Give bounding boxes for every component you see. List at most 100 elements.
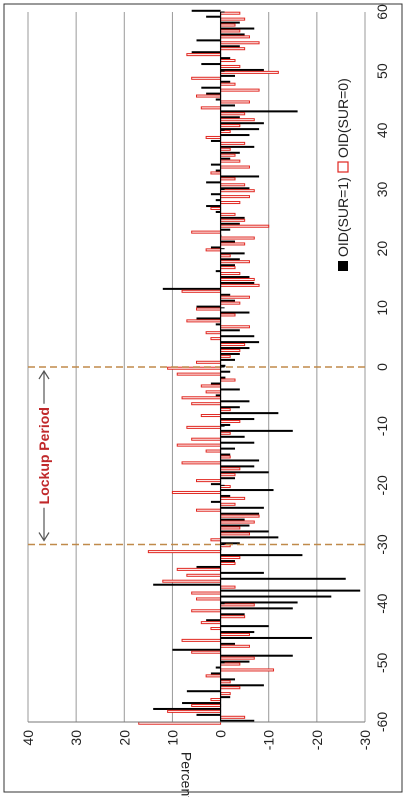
bar-sur1 <box>220 157 231 160</box>
bar-sur0 <box>220 473 236 477</box>
bar-sur1 <box>220 447 236 450</box>
bar-sur1 <box>220 252 245 255</box>
bar-sur1 <box>220 696 231 699</box>
bar-sur1 <box>206 15 221 18</box>
bar-sur0 <box>220 283 260 287</box>
bar-sur1 <box>210 246 221 249</box>
bar-sur1 <box>220 128 260 131</box>
bar-sur1 <box>201 86 221 89</box>
bar-sur0 <box>191 402 222 406</box>
bar-sur1 <box>220 281 255 284</box>
bar-sur1 <box>220 364 226 367</box>
bar-sur0 <box>205 331 222 335</box>
x-tick-label: 40 <box>374 122 390 138</box>
bar-sur1 <box>220 151 240 154</box>
bar-sur1 <box>220 45 240 48</box>
bar-sur1 <box>210 193 221 196</box>
bar-sur1 <box>220 134 250 137</box>
bar-sur0 <box>191 437 222 441</box>
bar-sur0 <box>220 88 260 92</box>
x-tick-label: 20 <box>374 241 390 257</box>
bar-sur1 <box>220 116 240 119</box>
bar-sur0 <box>176 443 222 447</box>
bar-sur1 <box>196 305 221 308</box>
bar-sur1 <box>220 187 250 190</box>
bar-sur1 <box>220 512 260 515</box>
bar-sur1 <box>220 110 298 113</box>
bar-sur0 <box>138 721 222 725</box>
bar-sur1 <box>215 199 221 202</box>
x-tick-label: 50 <box>374 63 390 79</box>
bar-sur1 <box>220 601 298 604</box>
bar-sur1 <box>153 583 221 586</box>
x-tick-label: -60 <box>374 712 390 732</box>
bar-sur0 <box>220 408 231 412</box>
bar-sur0 <box>220 632 250 636</box>
bar-sur1 <box>220 376 226 379</box>
bar-sur0 <box>220 603 255 607</box>
bar-sur0 <box>176 372 222 376</box>
bar-sur1 <box>172 648 221 651</box>
bar-sur0 <box>186 319 222 323</box>
bar-sur1 <box>220 228 231 231</box>
y-tick-label: 0 <box>213 730 229 738</box>
bar-sur1 <box>220 145 255 148</box>
x-tick-label: -20 <box>374 475 390 495</box>
x-tick-label: 30 <box>374 182 390 198</box>
bar-sur0 <box>220 585 236 589</box>
bar-sur0 <box>220 17 246 21</box>
bar-sur0 <box>167 709 222 713</box>
bar-sur1 <box>220 518 245 521</box>
bar-sur1 <box>220 571 264 574</box>
bar-sur0 <box>220 254 231 258</box>
x-tick-label: -10 <box>374 416 390 436</box>
bar-sur0 <box>220 183 246 187</box>
bar-sur0 <box>191 650 222 654</box>
bar-sur0 <box>220 189 255 193</box>
bar-sur0 <box>205 135 222 139</box>
bar-sur0 <box>210 627 222 631</box>
bar-sur1 <box>220 388 240 391</box>
bar-sur1 <box>220 80 231 83</box>
bars <box>138 9 361 725</box>
y-tick-label: 10 <box>164 730 180 746</box>
bar-sur0 <box>191 230 222 234</box>
bar-sur0 <box>220 502 236 506</box>
bar-sur1 <box>220 175 260 178</box>
bar-sur0 <box>196 307 222 311</box>
bar-sur0 <box>220 266 236 270</box>
bar-sur1 <box>220 258 240 261</box>
bar-sur1 <box>220 506 264 509</box>
bar-sur0 <box>220 23 236 27</box>
bar-sur0 <box>220 644 250 648</box>
bar-sur0 <box>220 224 270 228</box>
bar-sur0 <box>220 715 246 719</box>
bar-sur0 <box>220 82 236 86</box>
bar-sur0 <box>220 526 241 530</box>
bar-sur1 <box>210 139 221 142</box>
bar-sur0 <box>171 490 222 494</box>
y-tick-label: 30 <box>68 730 84 746</box>
bar-sur1 <box>206 205 221 208</box>
bar-sur1 <box>220 21 240 24</box>
bar-sur0 <box>220 159 241 163</box>
bar-sur1 <box>191 9 221 12</box>
bar-sur0 <box>210 698 222 702</box>
bar-sur0 <box>181 289 222 293</box>
bar-sur0 <box>220 467 241 471</box>
bar-sur0 <box>220 59 236 63</box>
bar-sur1 <box>220 435 245 438</box>
bar-sur0 <box>205 449 222 453</box>
bar-sur0 <box>191 703 222 707</box>
bar-sur0 <box>220 662 241 666</box>
bar-sur0 <box>220 100 250 104</box>
bar-sur0 <box>220 686 241 690</box>
bar-sur0 <box>220 455 231 459</box>
bar-sur1 <box>220 27 255 30</box>
bar-sur0 <box>196 597 222 601</box>
bar-sur0 <box>220 496 246 500</box>
bar-sur0 <box>220 301 241 305</box>
bar-sur1 <box>220 636 313 639</box>
bar-sur0 <box>220 195 250 199</box>
